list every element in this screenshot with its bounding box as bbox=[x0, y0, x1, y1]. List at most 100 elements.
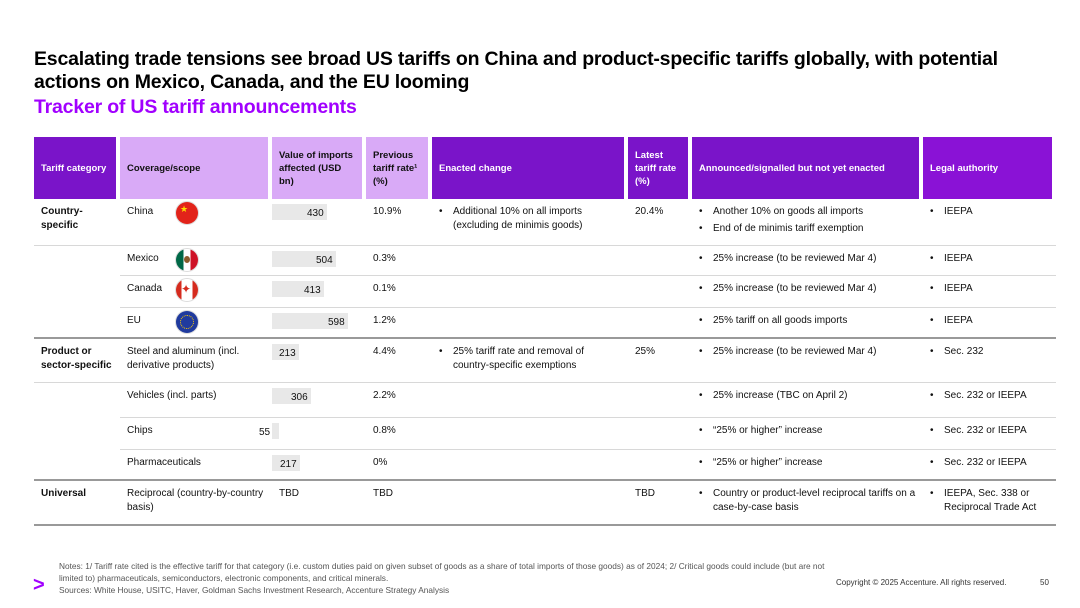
latest-rate-cell: TBD bbox=[628, 481, 692, 526]
coverage-label: EU bbox=[127, 315, 141, 326]
china-flag-icon: ★ bbox=[176, 202, 198, 224]
bullet-item: IEEPA, Sec. 338 or Reciprocal Trade Act bbox=[930, 487, 1049, 515]
header-value-imports: Value of imports affected (USD bn) bbox=[272, 137, 366, 199]
table-row: Canada ✦ 413 0.1% 25% increase (to be review… bbox=[34, 276, 1056, 308]
accenture-logo: > bbox=[33, 574, 45, 596]
mexico-flag-icon bbox=[176, 249, 198, 271]
previous-rate-cell: 0.8% bbox=[366, 418, 432, 450]
legal-authority-cell: Sec. 232 or IEEPA bbox=[923, 383, 1056, 418]
enacted-change-cell bbox=[432, 246, 628, 276]
value-label: 55 bbox=[259, 427, 271, 438]
coverage-cell: Reciprocal (country-by-country basis) bbox=[120, 481, 272, 526]
announced-cell: “25% or higher” increase bbox=[692, 450, 923, 481]
category-cell: Universal bbox=[34, 481, 120, 526]
latest-rate-cell bbox=[628, 246, 692, 276]
header-announced: Announced/signalled but not yet enacted bbox=[692, 137, 923, 199]
latest-rate-cell bbox=[628, 276, 692, 308]
previous-rate-cell: TBD bbox=[366, 481, 432, 526]
page-title: Escalating trade tensions see broad US t… bbox=[34, 48, 998, 93]
enacted-change-cell bbox=[432, 383, 628, 418]
previous-rate-cell: 2.2% bbox=[366, 383, 432, 418]
header-tariff-category: Tariff category bbox=[34, 137, 120, 199]
previous-rate-cell: 4.4% bbox=[366, 339, 432, 383]
enacted-change-cell bbox=[432, 276, 628, 308]
previous-rate-cell: 10.9% bbox=[366, 199, 432, 246]
bullet-list: 25% increase (TBC on April 2) bbox=[699, 389, 916, 403]
value-bar bbox=[272, 281, 324, 297]
value-bar bbox=[272, 388, 311, 404]
value-cell: 430 bbox=[272, 199, 366, 246]
bullet-item: “25% or higher” increase bbox=[699, 424, 916, 438]
header-legal-authority: Legal authority bbox=[923, 137, 1056, 199]
bullet-item: Sec. 232 bbox=[930, 345, 1049, 359]
bullet-list: IEEPA bbox=[930, 252, 1049, 266]
latest-rate-cell bbox=[628, 308, 692, 339]
category-cell bbox=[34, 450, 120, 481]
latest-rate-cell: 20.4% bbox=[628, 199, 692, 246]
legal-authority-cell: IEEPA bbox=[923, 308, 1056, 339]
value-cell: 213 bbox=[272, 339, 366, 383]
value-bar bbox=[272, 313, 348, 329]
bullet-list: 25% tariff rate and removal of country-s… bbox=[439, 345, 621, 373]
page-number: 50 bbox=[1040, 578, 1049, 587]
category-cell bbox=[34, 276, 120, 308]
coverage-label: Reciprocal (country-by-country basis) bbox=[127, 488, 264, 513]
coverage-label: Steel and aluminum (incl. derivative pro… bbox=[127, 346, 240, 371]
value-bar bbox=[272, 455, 300, 471]
value-bar bbox=[272, 251, 336, 267]
header-enacted-change: Enacted change bbox=[432, 137, 628, 199]
bullet-list: 25% increase (to be reviewed Mar 4) bbox=[699, 345, 916, 359]
header-previous-rate: Previous tariff rate¹ (%) bbox=[366, 137, 432, 199]
legal-authority-cell: IEEPA bbox=[923, 276, 1056, 308]
announced-cell: 25% increase (to be reviewed Mar 4) bbox=[692, 276, 923, 308]
enacted-change-cell bbox=[432, 308, 628, 339]
bullet-item: 25% tariff rate and removal of country-s… bbox=[439, 345, 621, 373]
bullet-item: 25% increase (to be reviewed Mar 4) bbox=[699, 282, 916, 296]
bullet-list: “25% or higher” increase bbox=[699, 424, 916, 438]
bullet-list: Another 10% on goods all imports End of d… bbox=[699, 205, 916, 236]
legal-authority-cell: IEEPA bbox=[923, 246, 1056, 276]
value-cell: 413 bbox=[272, 276, 366, 308]
category-cell bbox=[34, 383, 120, 418]
value-label: 598 bbox=[328, 317, 345, 328]
category-cell: Product or sector-specific bbox=[34, 339, 120, 383]
coverage-label: Chips bbox=[127, 425, 153, 436]
previous-rate-cell: 0% bbox=[366, 450, 432, 481]
value-cell: 217 bbox=[272, 450, 366, 481]
bullet-item: Additional 10% on all imports (excluding… bbox=[439, 205, 621, 233]
coverage-cell: Mexico bbox=[120, 246, 272, 276]
tariff-tracker-table: Tariff category Coverage/scope Value of … bbox=[34, 137, 1056, 526]
value-label: 213 bbox=[279, 348, 296, 359]
page-subtitle: Tracker of US tariff announcements bbox=[34, 96, 357, 118]
table-row: Pharmaceuticals 217 0% “25% or higher” incr… bbox=[34, 450, 1056, 481]
bullet-item: Sec. 232 or IEEPA bbox=[930, 389, 1049, 403]
legal-authority-cell: Sec. 232 or IEEPA bbox=[923, 450, 1056, 481]
bullet-item: Another 10% on goods all imports bbox=[699, 205, 916, 219]
bullet-item: 25% increase (to be reviewed Mar 4) bbox=[699, 345, 916, 359]
coverage-label: Mexico bbox=[127, 253, 159, 264]
bullet-list: 25% increase (to be reviewed Mar 4) bbox=[699, 282, 916, 296]
bullet-item: 25% tariff on all goods imports bbox=[699, 314, 916, 328]
category-cell bbox=[34, 246, 120, 276]
coverage-cell: Pharmaceuticals bbox=[120, 450, 272, 481]
footer-notes: Notes: 1/ Tariff rate cited is the effec… bbox=[59, 560, 839, 596]
table-row: Country-specific China ★ 430 10.9%Additional… bbox=[34, 199, 1056, 246]
bullet-item: Sec. 232 or IEEPA bbox=[930, 424, 1049, 438]
bullet-item: IEEPA bbox=[930, 282, 1049, 296]
bullet-item: Country or product-level reciprocal tari… bbox=[699, 487, 916, 515]
bullet-item: Sec. 232 or IEEPA bbox=[930, 456, 1049, 470]
coverage-label: Canada bbox=[127, 283, 163, 294]
category-cell bbox=[34, 418, 120, 450]
legal-authority-cell: Sec. 232 or IEEPA bbox=[923, 418, 1056, 450]
bullet-item: 25% increase (TBC on April 2) bbox=[699, 389, 916, 403]
category-cell bbox=[34, 308, 120, 339]
bullet-item: “25% or higher” increase bbox=[699, 456, 916, 470]
bullet-item: IEEPA bbox=[930, 205, 1049, 219]
bullet-list: Sec. 232 or IEEPA bbox=[930, 389, 1049, 403]
header-latest-rate: Latest tariff rate (%) bbox=[628, 137, 692, 199]
bullet-list: IEEPA bbox=[930, 314, 1049, 328]
announced-cell: Another 10% on goods all imports End of d… bbox=[692, 199, 923, 246]
previous-rate-cell: 0.1% bbox=[366, 276, 432, 308]
bullet-list: 25% tariff on all goods imports bbox=[699, 314, 916, 328]
coverage-cell: Vehicles (incl. parts) bbox=[120, 383, 272, 418]
